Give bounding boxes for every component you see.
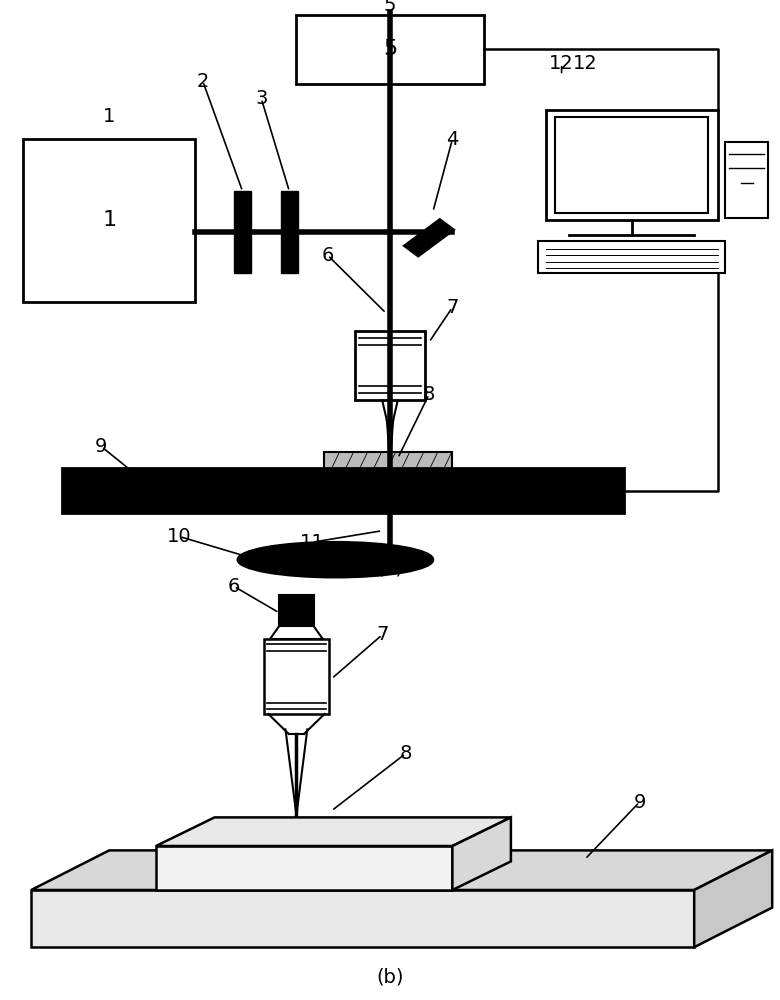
- FancyBboxPatch shape: [324, 452, 452, 469]
- Text: 11: 11: [300, 533, 324, 552]
- Polygon shape: [452, 817, 511, 890]
- Text: 10: 10: [167, 527, 192, 546]
- FancyBboxPatch shape: [296, 14, 484, 84]
- FancyBboxPatch shape: [355, 331, 425, 400]
- Polygon shape: [156, 846, 452, 890]
- Text: 7: 7: [376, 625, 388, 644]
- Text: (a): (a): [377, 558, 403, 577]
- Polygon shape: [156, 817, 511, 846]
- Text: 3: 3: [255, 89, 268, 108]
- Text: 7: 7: [446, 298, 459, 317]
- Text: 6: 6: [321, 246, 334, 265]
- Text: 2: 2: [197, 72, 209, 91]
- FancyBboxPatch shape: [234, 191, 251, 273]
- Polygon shape: [404, 219, 454, 256]
- Polygon shape: [31, 890, 694, 947]
- FancyBboxPatch shape: [62, 468, 624, 513]
- FancyBboxPatch shape: [23, 139, 195, 302]
- FancyBboxPatch shape: [281, 191, 298, 273]
- Text: 1: 1: [103, 106, 115, 125]
- Text: 5: 5: [384, 0, 396, 15]
- FancyBboxPatch shape: [546, 110, 718, 220]
- FancyBboxPatch shape: [555, 117, 708, 213]
- Text: 4: 4: [446, 130, 459, 149]
- FancyBboxPatch shape: [725, 142, 768, 218]
- FancyBboxPatch shape: [264, 639, 329, 714]
- Text: 8: 8: [423, 385, 435, 404]
- Polygon shape: [694, 850, 772, 947]
- Text: 9: 9: [633, 792, 646, 812]
- Text: (b): (b): [376, 968, 404, 987]
- Text: 1: 1: [102, 210, 116, 230]
- FancyBboxPatch shape: [538, 241, 725, 273]
- Text: 5: 5: [383, 39, 397, 59]
- FancyBboxPatch shape: [279, 595, 314, 626]
- Text: 12: 12: [573, 54, 597, 73]
- Text: 8: 8: [399, 744, 412, 763]
- Text: 6: 6: [228, 577, 240, 596]
- Text: 9: 9: [95, 437, 108, 456]
- Polygon shape: [31, 850, 772, 890]
- Text: 12: 12: [549, 54, 574, 73]
- Ellipse shape: [238, 542, 433, 577]
